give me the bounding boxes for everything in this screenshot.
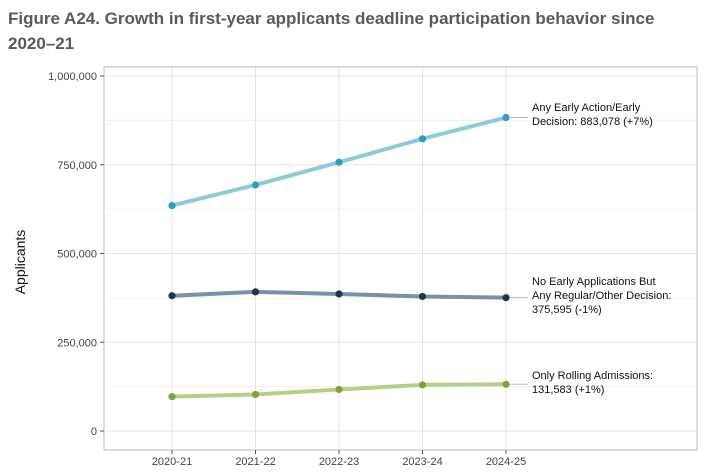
y-tick-label: 0 xyxy=(91,426,97,438)
y-tick-label: 500,000 xyxy=(57,249,97,261)
data-point xyxy=(502,113,510,122)
x-tick-label: 2022-23 xyxy=(319,456,359,468)
data-point xyxy=(335,290,343,298)
x-tick-label: 2020-21 xyxy=(152,456,192,468)
data-point xyxy=(335,385,343,394)
data-point xyxy=(418,381,427,389)
data-point xyxy=(168,201,176,210)
data-point xyxy=(502,294,510,302)
data-point xyxy=(168,392,176,401)
x-tick-label: 2024-25 xyxy=(486,456,526,468)
data-point xyxy=(251,288,260,296)
y-tick-label: 250,000 xyxy=(57,337,97,349)
series-annotation: No Early Applications But Any Regular/Oth… xyxy=(532,276,671,316)
data-point xyxy=(251,390,260,399)
x-tick-label: 2021-22 xyxy=(235,456,275,468)
y-tick-label: 1,000,000 xyxy=(48,71,97,83)
data-point xyxy=(418,292,427,301)
data-point xyxy=(502,380,510,388)
y-tick-label: 750,000 xyxy=(57,160,97,172)
data-point xyxy=(168,292,176,300)
chart-title: Figure A24. Growth in first-year applica… xyxy=(8,9,655,53)
series-annotation: Only Rolling Admissions: 131,583 (+1%) xyxy=(532,370,653,396)
data-point xyxy=(251,181,260,189)
x-tick-label: 2023-24 xyxy=(402,456,442,468)
data-point xyxy=(335,158,343,166)
data-point xyxy=(418,135,427,143)
series-annotation: Any Early Action/Early Decision: 883,078 … xyxy=(532,102,653,128)
